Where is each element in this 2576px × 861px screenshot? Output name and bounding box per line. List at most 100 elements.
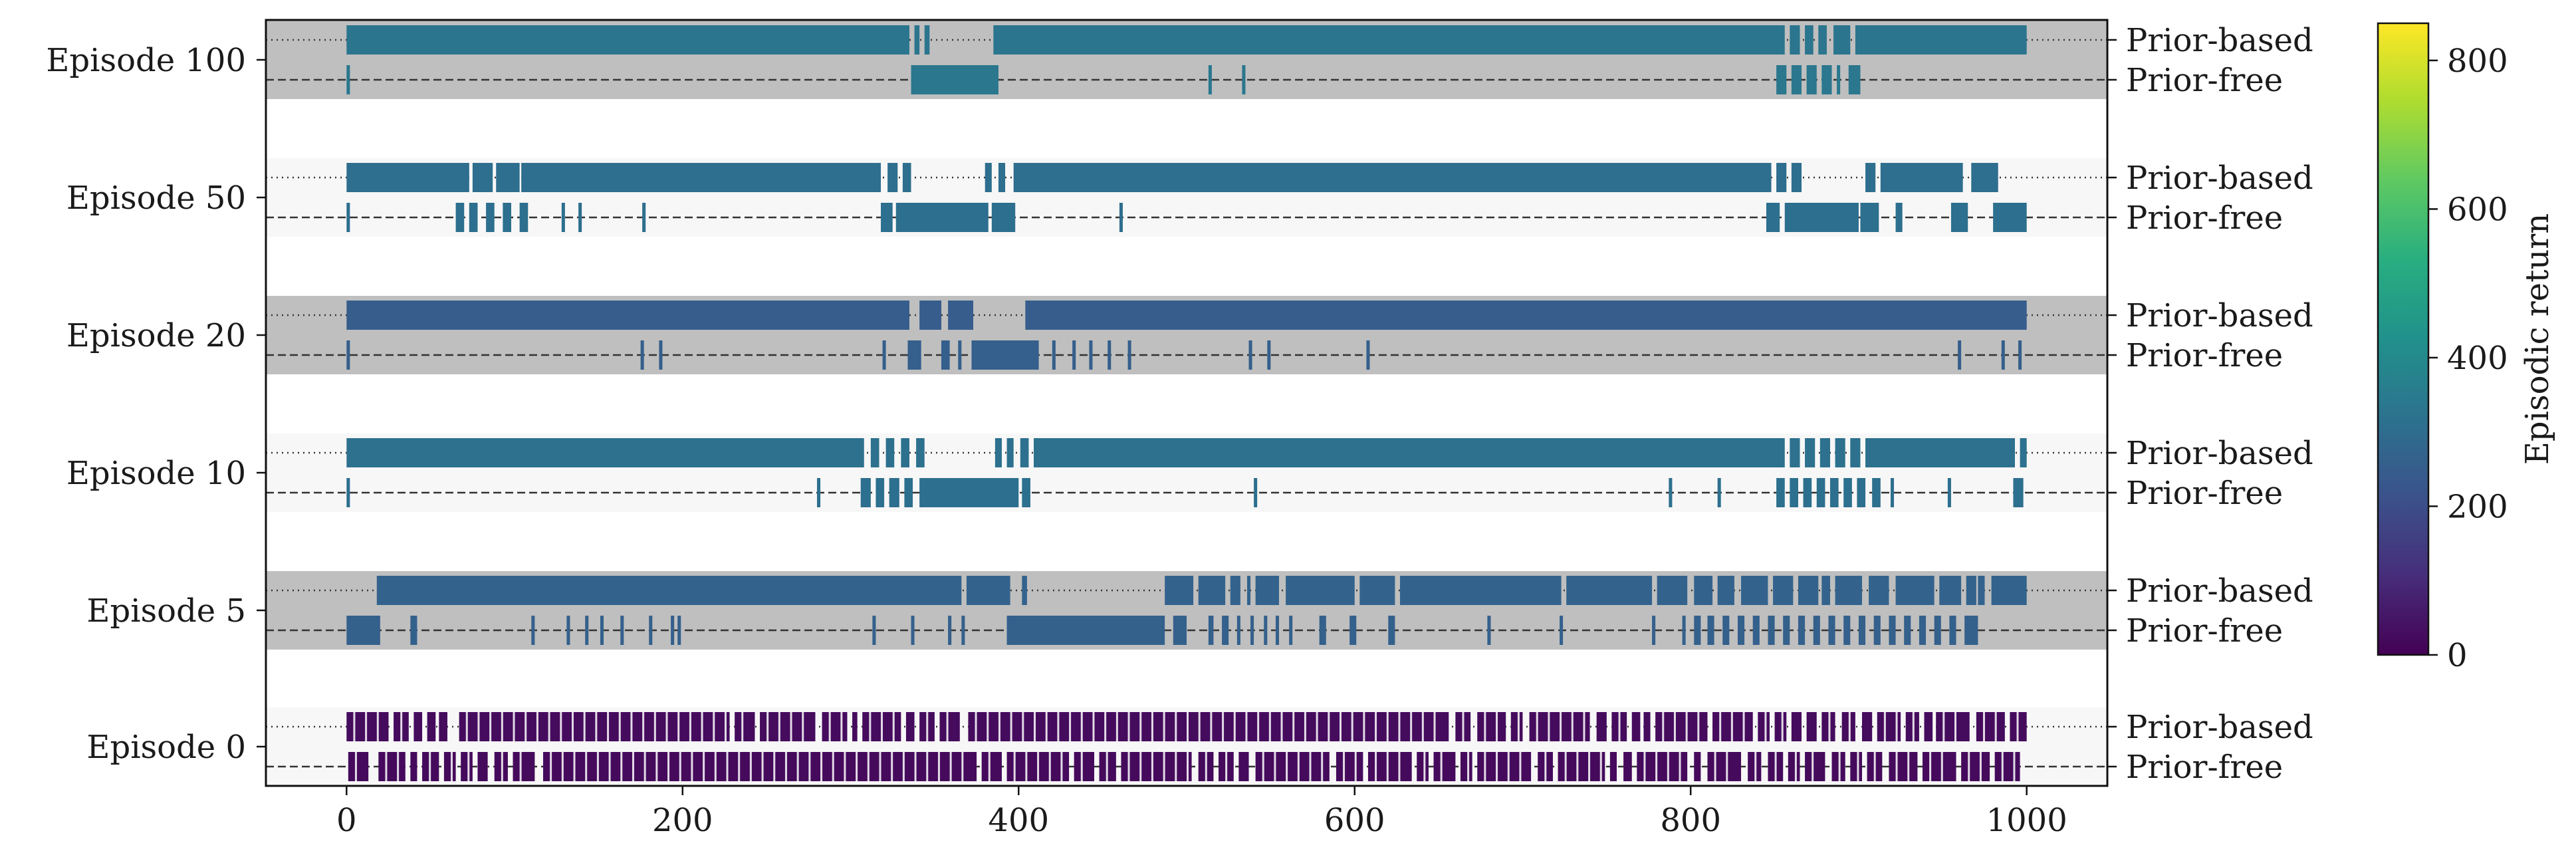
prior-free-segment: [642, 203, 646, 232]
dense-gap: [1057, 712, 1060, 741]
prior-free-segment: [1707, 752, 1742, 781]
dense-gap: [1588, 752, 1591, 781]
dense-gap: [1151, 752, 1153, 781]
prior-free-segment: [1776, 65, 1787, 94]
prior-based-label: Prior-based: [2126, 160, 2313, 197]
prior-based-segment: [735, 712, 755, 741]
dense-gap: [703, 752, 705, 781]
dense-gap: [1794, 752, 1797, 781]
prior-free-segment: [911, 616, 915, 645]
prior-based-segment: [916, 438, 925, 467]
prior-based-segment: [1791, 712, 1802, 741]
dense-gap: [519, 752, 522, 781]
dense-gap: [1484, 752, 1486, 781]
dense-gap: [655, 752, 658, 781]
prior-free-segment: [1022, 478, 1030, 507]
prior-free-segment: [948, 616, 952, 645]
prior-free-segment: [1417, 752, 1429, 781]
prior-based-segment: [459, 712, 730, 741]
prior-free-segment: [882, 340, 886, 370]
prior-free-segment: [410, 616, 417, 645]
prior-based-segment: [1806, 712, 1817, 741]
prior-based-segment: [822, 712, 848, 741]
dense-gap: [608, 752, 611, 781]
dense-gap: [560, 712, 562, 741]
dense-gap: [1519, 752, 1522, 781]
dense-gap: [501, 712, 503, 741]
prior-free-segment: [1717, 478, 1721, 507]
prior-based-segment: [1773, 576, 1794, 605]
dense-gap: [501, 752, 503, 781]
dense-gap: [1175, 712, 1177, 741]
dense-gap: [1564, 752, 1567, 781]
dense-gap: [1507, 752, 1510, 781]
prior-free-segment: [1829, 478, 1839, 507]
prior-based-segment: [1865, 438, 2015, 467]
dense-gap: [1106, 752, 1108, 781]
dense-gap: [1848, 712, 1851, 741]
dense-gap: [1351, 712, 1353, 741]
dense-gap: [1942, 712, 1945, 741]
prior-based-label: Prior-based: [2126, 435, 2313, 472]
prior-based-segment: [885, 438, 895, 467]
prior-based-segment: [995, 438, 1002, 467]
dense-gap: [881, 712, 883, 741]
dense-gap: [1010, 712, 1012, 741]
prior-free-segment: [1560, 616, 1564, 645]
prior-free-segment: [860, 478, 871, 507]
dense-gap: [583, 712, 586, 741]
colorbar-tick-label: 600: [2447, 191, 2508, 228]
prior-free-segment: [1776, 478, 1785, 507]
prior-free-segment: [1821, 65, 1832, 94]
prior-free-segment: [1669, 478, 1673, 507]
prior-based-segment: [1805, 25, 1814, 55]
prior-based-segment: [1025, 301, 2027, 330]
dense-gap: [1139, 712, 1142, 741]
dense-gap: [1673, 712, 1676, 741]
dense-gap: [808, 752, 811, 781]
dense-gap: [1994, 712, 1997, 741]
dense-gap: [1386, 752, 1389, 781]
prior-free-segment: [1890, 478, 1895, 507]
prior-free-segment: [1958, 340, 1962, 370]
dense-gap: [385, 752, 388, 781]
dense-gap: [1571, 712, 1574, 741]
prior-free-segment: [1623, 752, 1632, 781]
dense-gap: [856, 752, 858, 781]
dense-gap: [949, 752, 952, 781]
dense-gap: [467, 752, 470, 781]
prior-free-segment: [2001, 340, 2005, 370]
dense-gap: [1421, 712, 1424, 741]
prior-free-segment: [1806, 65, 1817, 94]
dense-gap: [1662, 712, 1665, 741]
episode-label: Episode 50: [66, 180, 246, 217]
prior-free-segment: [1682, 616, 1686, 645]
prior-free-segment: [919, 478, 1019, 507]
prior-based-segment: [870, 438, 879, 467]
prior-based-segment: [1359, 576, 1395, 605]
dense-gap: [1187, 712, 1189, 741]
prior-free-segment: [1652, 616, 1656, 645]
dense-gap: [376, 712, 379, 741]
dense-gap: [766, 712, 769, 741]
prior-free-segment: [348, 752, 369, 781]
dense-gap: [1423, 752, 1426, 781]
prior-free-segment: [346, 203, 350, 232]
dense-gap: [937, 752, 940, 781]
dense-gap: [1198, 712, 1201, 741]
prior-free-segment: [1950, 203, 1968, 232]
prior-based-segment: [1477, 712, 1506, 741]
dense-gap: [1225, 752, 1228, 781]
episode-label: Episode 100: [46, 42, 246, 79]
dense-gap: [1139, 752, 1142, 781]
prior-free-segment: [1964, 616, 1978, 645]
dense-gap: [513, 712, 515, 741]
prior-based-segment: [852, 712, 858, 741]
prior-free-segment: [531, 616, 535, 645]
prior-free-segment: [1904, 616, 1911, 645]
prior-free-segment: [1752, 616, 1760, 645]
prior-free-segment: [1860, 203, 1879, 232]
prior-based-segment: [1833, 25, 1851, 55]
prior-based-segment: [1821, 576, 1830, 605]
dense-gap: [665, 712, 668, 741]
